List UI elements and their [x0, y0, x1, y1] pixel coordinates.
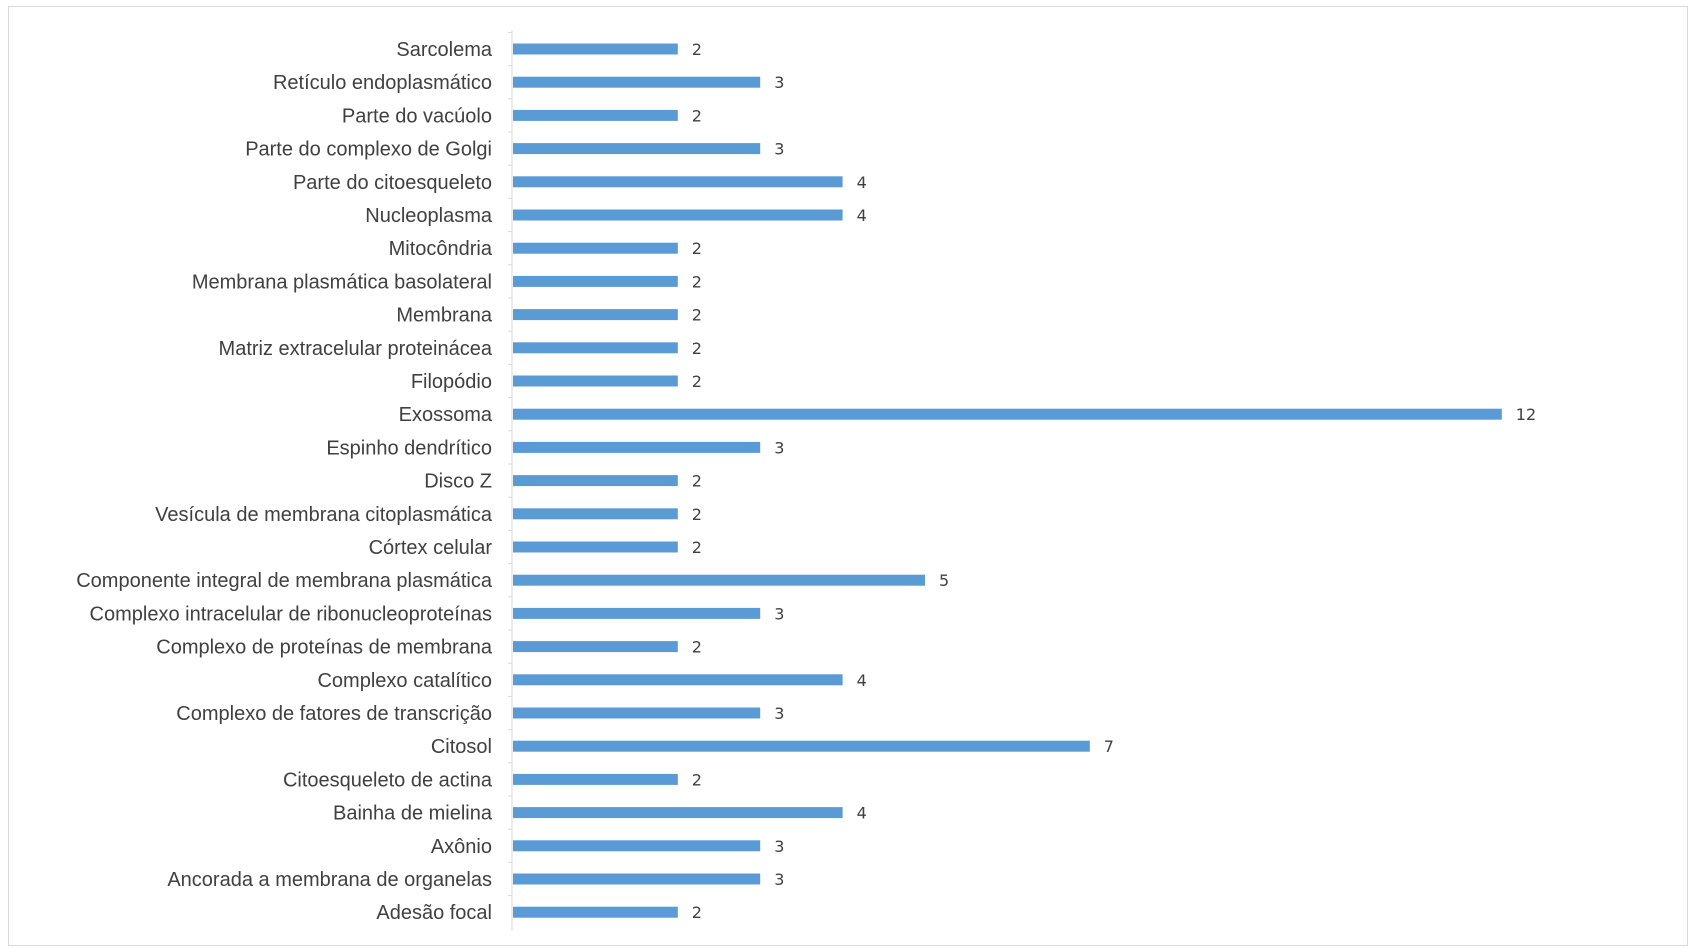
- category-label: Membrana: [396, 305, 492, 327]
- bar: [513, 441, 761, 453]
- data-label: 4: [857, 671, 867, 690]
- data-label: 4: [857, 173, 867, 192]
- bar: [513, 342, 678, 354]
- category-label: Espinho dendrítico: [326, 437, 492, 459]
- data-label: 3: [774, 140, 784, 159]
- data-label: 3: [774, 870, 784, 889]
- bar: [513, 740, 1090, 752]
- category-label: Citoesqueleto de actina: [283, 769, 493, 791]
- bar: [513, 840, 761, 852]
- category-label: Componente integral de membrana plasmáti…: [76, 570, 493, 592]
- category-label: Adesão focal: [376, 902, 492, 924]
- data-label: 2: [692, 472, 702, 491]
- bar: [513, 607, 761, 619]
- category-label: Complexo intracelular de ribonucleoprote…: [90, 603, 492, 625]
- data-label: 2: [692, 505, 702, 524]
- category-label: Disco Z: [424, 471, 492, 493]
- data-label: 7: [1104, 737, 1114, 756]
- category-label: Parte do complexo de Golgi: [245, 139, 492, 161]
- bar: [513, 574, 925, 586]
- data-label: 2: [692, 339, 702, 358]
- bars-layer: [508, 31, 1502, 918]
- bar: [513, 541, 678, 553]
- category-label: Mitocôndria: [389, 238, 493, 260]
- category-label: Retículo endoplasmático: [273, 72, 492, 94]
- bar: [513, 375, 678, 387]
- data-label: 12: [1516, 405, 1536, 424]
- bar: [513, 43, 678, 55]
- data-label: 5: [939, 571, 949, 590]
- labels-layer: Sarcolema 2 Retículo endoplasmático 3 Parte …: [76, 39, 1536, 924]
- category-label: Filopódio: [411, 371, 492, 393]
- category-label: Parte do vacúolo: [342, 105, 492, 127]
- bar: [513, 209, 843, 221]
- data-label: 2: [692, 770, 702, 789]
- category-label: Complexo de fatores de transcrição: [176, 703, 492, 725]
- data-label: 3: [774, 604, 784, 623]
- category-label: Matriz extracelular proteinácea: [219, 338, 493, 360]
- data-label: 2: [692, 538, 702, 557]
- bar: [513, 76, 761, 88]
- category-label: Córtex celular: [369, 537, 493, 559]
- data-label: 2: [692, 40, 702, 59]
- category-label: Membrana plasmática basolateral: [192, 271, 492, 293]
- bar: [513, 309, 678, 321]
- bar: [513, 906, 678, 918]
- category-label: Axônio: [431, 836, 492, 858]
- data-label: 2: [692, 239, 702, 258]
- data-label: 4: [857, 804, 867, 823]
- bar: [513, 707, 761, 719]
- category-label: Exossoma: [399, 404, 493, 426]
- category-label: Sarcolema: [396, 39, 492, 61]
- data-label: 2: [692, 372, 702, 391]
- bar: [513, 275, 678, 287]
- data-label: 2: [692, 638, 702, 657]
- bar: [513, 773, 678, 785]
- bar: [513, 873, 761, 885]
- bar: [513, 408, 1502, 420]
- bar: [513, 242, 678, 254]
- bar: [513, 143, 761, 155]
- bar: [513, 475, 678, 487]
- category-label: Bainha de mielina: [333, 803, 493, 825]
- data-label: 3: [774, 73, 784, 92]
- bar: [513, 109, 678, 121]
- data-label: 2: [692, 903, 702, 922]
- bar: [513, 508, 678, 520]
- category-label: Citosol: [431, 736, 492, 758]
- data-label: 4: [857, 206, 867, 225]
- bar: [513, 674, 843, 686]
- bar: [513, 176, 843, 188]
- category-label: Nucleoplasma: [365, 205, 493, 227]
- category-label: Complexo catalítico: [317, 670, 492, 692]
- category-label: Parte do citoesqueleto: [293, 172, 492, 194]
- category-label: Ancorada a membrana de organelas: [167, 869, 492, 891]
- data-label: 2: [692, 306, 702, 325]
- bar: [513, 807, 843, 819]
- data-label: 2: [692, 272, 702, 291]
- data-label: 3: [774, 837, 784, 856]
- data-label: 3: [774, 438, 784, 457]
- data-label: 3: [774, 704, 784, 723]
- bar: [513, 641, 678, 653]
- chart-frame: [8, 6, 1688, 946]
- category-label: Vesícula de membrana citoplasmática: [155, 504, 493, 526]
- data-label: 2: [692, 106, 702, 125]
- category-label: Complexo de proteínas de membrana: [156, 637, 493, 659]
